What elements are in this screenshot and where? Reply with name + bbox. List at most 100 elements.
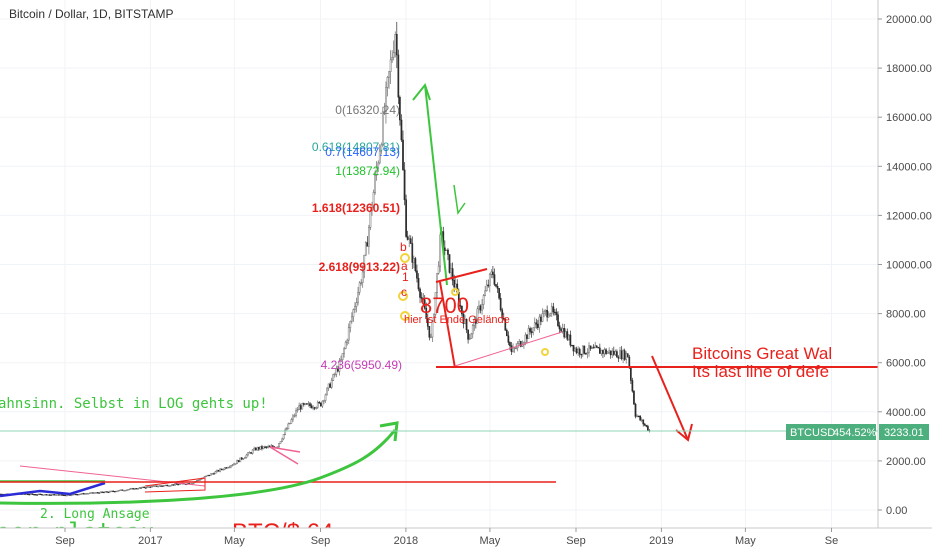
candle-body	[313, 407, 316, 409]
candle-body	[467, 329, 469, 340]
candle-body	[634, 403, 637, 417]
candle-body	[41, 493, 43, 496]
candle-body	[99, 491, 102, 494]
candle-body	[253, 447, 256, 451]
candle-body	[160, 485, 163, 487]
wave-letter-c: c	[401, 285, 407, 299]
candle-body	[244, 457, 246, 459]
candle-body	[213, 473, 215, 475]
x-tick-label: May	[735, 535, 756, 547]
candle-body	[90, 492, 93, 494]
candle-body	[461, 305, 463, 315]
candle-body	[279, 441, 282, 444]
candle-body	[216, 470, 218, 472]
candle-body	[609, 350, 612, 356]
time-axis-panel[interactable]	[0, 528, 878, 550]
candle-body	[175, 483, 178, 485]
candle-body	[321, 400, 324, 407]
candle-body	[447, 249, 449, 255]
y-tick-label: 0.00	[886, 505, 907, 517]
fib-label-4236: 4.236(5950.49)	[321, 358, 402, 372]
candle-body	[31, 493, 34, 495]
candle-body	[354, 306, 356, 310]
x-tick-label: 2018	[394, 535, 418, 547]
candle-body	[423, 299, 426, 309]
candle-body	[606, 351, 609, 354]
candle-body	[577, 348, 579, 354]
candle-body	[147, 486, 150, 488]
candle-body	[550, 306, 553, 314]
y-tick-label: 18000.00	[886, 63, 932, 75]
candle-body	[397, 54, 400, 98]
candle-body	[392, 52, 395, 58]
candle-body	[492, 271, 494, 275]
candle-body	[89, 492, 91, 494]
candle-body	[594, 345, 597, 349]
candle-body	[256, 447, 259, 451]
candle-body	[76, 494, 79, 496]
candle-body	[163, 485, 166, 487]
candle-body	[496, 285, 499, 289]
wave-letter-a: a	[401, 259, 408, 273]
candle-body	[219, 468, 221, 472]
candle-body	[595, 345, 598, 348]
yellow-marker-2	[398, 291, 408, 301]
x-tick-label: May	[224, 535, 245, 547]
candle-body	[326, 387, 328, 396]
candle-body	[439, 234, 442, 267]
candle-body	[605, 349, 607, 354]
candle-body	[475, 319, 477, 324]
candle-body	[289, 422, 291, 425]
candle-body	[116, 490, 119, 492]
candle-body	[265, 446, 268, 448]
candle-body	[124, 490, 127, 492]
candle-body	[254, 447, 257, 451]
candle-body	[585, 353, 587, 355]
candle-body	[630, 367, 632, 381]
candle-body	[364, 242, 367, 256]
candle-body	[603, 349, 606, 354]
candle-body	[450, 268, 452, 273]
candle-body	[166, 484, 169, 487]
y-tick-label: 2000.00	[886, 456, 926, 468]
candle-body	[349, 321, 352, 328]
candle-body	[389, 59, 392, 72]
candle-body	[214, 471, 217, 475]
red-final-arrow	[651, 355, 689, 441]
candle-body	[583, 345, 586, 354]
candle-body	[574, 348, 576, 352]
candle-body	[504, 318, 507, 331]
candle-body	[316, 401, 319, 408]
green-curve-arrowhead	[379, 421, 399, 442]
candle-body	[126, 489, 128, 491]
candle-body	[330, 380, 333, 388]
candle-body	[564, 331, 567, 338]
candle-body	[495, 284, 497, 287]
red-resistance-line	[435, 268, 488, 283]
candle-body	[351, 316, 353, 322]
candle-body	[388, 71, 390, 78]
candle-body	[327, 383, 330, 389]
candle-body	[566, 331, 569, 340]
candle-body	[58, 494, 60, 496]
candle-body	[409, 238, 412, 244]
candle-body	[524, 334, 527, 343]
candle-body	[588, 345, 590, 353]
candle-body	[425, 308, 428, 320]
candle-body	[56, 494, 59, 496]
time-axis: Sep 2017 May Sep 2018 May Sep 2019 May Se	[55, 528, 838, 547]
candle-body	[233, 463, 235, 466]
candle-body	[479, 305, 482, 311]
candle-body	[374, 174, 376, 193]
candle-body	[375, 167, 378, 176]
candle-body	[54, 494, 57, 496]
candle-body	[132, 488, 135, 490]
annotation-log-text: ahnsinn. Selbst in LOG gehts up!	[0, 396, 268, 412]
candle-body	[380, 144, 383, 152]
candle-body	[597, 346, 600, 349]
candle-body	[383, 111, 386, 113]
candle-body	[355, 302, 358, 307]
candle-body	[358, 282, 361, 293]
candle-body	[240, 457, 243, 460]
